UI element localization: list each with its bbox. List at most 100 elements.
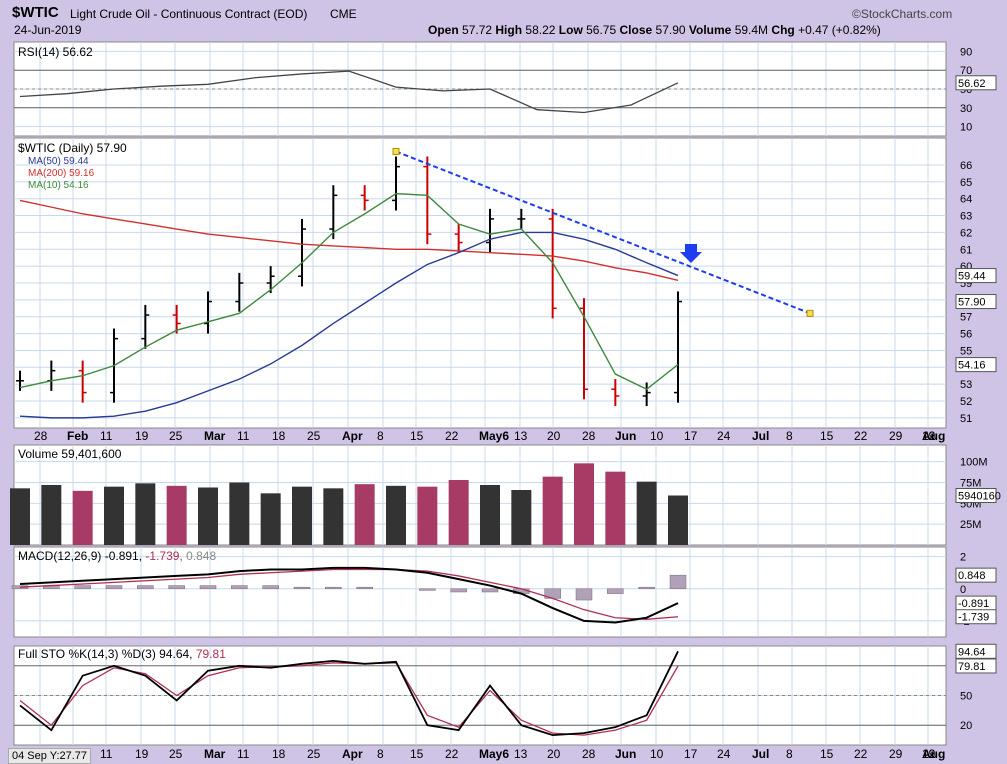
volume-bar xyxy=(292,486,312,545)
low-value: 56.75 xyxy=(586,23,617,37)
x-tick-label-bottom: 13 xyxy=(514,747,528,761)
macd-value-label: -0.891 xyxy=(958,598,989,610)
macd-signal-line xyxy=(19,568,679,620)
x-tick-label-bottom: Mar xyxy=(204,747,226,761)
legend-ma10: MA(10) 54.16 xyxy=(28,180,89,191)
price-tick-label: 65 xyxy=(960,177,972,189)
rsi-tick-label: 90 xyxy=(960,46,972,58)
volume-value: 59.4M xyxy=(734,23,769,37)
macd-histogram-bar xyxy=(575,588,593,601)
sto-k-label: 94.64 xyxy=(958,646,986,658)
volume-bar xyxy=(229,482,250,545)
x-tick-label-bottom: 28 xyxy=(582,747,596,761)
chg-label: Chg xyxy=(771,23,795,37)
volume-tick-label: 75M xyxy=(960,478,981,490)
volume-bar xyxy=(10,488,30,545)
macd-title-value: -0.891, xyxy=(105,549,146,563)
macd-histogram-bar xyxy=(74,585,91,590)
x-tick-label-bottom: 8 xyxy=(377,747,384,761)
x-tick-label-bottom: Apr xyxy=(342,747,363,761)
x-tick-label: 10 xyxy=(650,429,664,443)
volume-bar xyxy=(511,490,532,545)
down-arrow-icon xyxy=(680,244,702,263)
volume-bar xyxy=(574,463,594,545)
rsi-line xyxy=(19,70,679,114)
x-tick-label-bottom: 17 xyxy=(684,747,698,761)
macd-histogram-bar xyxy=(356,586,373,590)
chg-value: +0.47 (+0.82%) xyxy=(798,23,881,37)
volume-bar xyxy=(323,488,344,545)
price-tick-label: 61 xyxy=(960,244,972,256)
symbol-name: Light Crude Oil - Continuous Contract (E… xyxy=(70,7,308,21)
x-tick-label: 13 xyxy=(514,429,528,443)
volume-bar xyxy=(41,485,62,545)
ohlc-readout: Open 57.72 High 58.22 Low 56.75 Close 57… xyxy=(428,23,881,37)
sto-k-label-box xyxy=(955,643,997,659)
high-label: High xyxy=(495,23,523,37)
x-tick-label: 15 xyxy=(410,429,424,443)
volume-bar xyxy=(166,485,187,545)
volume-tick-label: 25M xyxy=(960,519,981,531)
x-tick-label-bottom: Jun xyxy=(615,747,636,761)
rsi-tick-label: 70 xyxy=(960,65,972,77)
rsi-value-label: 56.62 xyxy=(958,78,986,90)
rsi-value-label-box xyxy=(955,75,997,91)
rsi-tick-label: 10 xyxy=(960,122,972,134)
x-tick-label: Feb xyxy=(67,429,88,443)
volume-tick-label: 100M xyxy=(960,457,988,469)
rsi-title: RSI(14) 56.62 xyxy=(18,45,93,59)
chart-header: $WTIC Light Crude Oil - Continuous Contr… xyxy=(0,0,1007,40)
panel-3 xyxy=(13,546,947,638)
trendline xyxy=(395,150,811,315)
price-tick-label: 55 xyxy=(960,345,972,357)
low-label: Low xyxy=(558,23,583,37)
sto-tick-label: 50 xyxy=(960,691,972,703)
x-tick-label-bottom: 8 xyxy=(786,747,793,761)
macd-histogram-bar xyxy=(262,585,279,590)
macd-histogram-bar xyxy=(168,585,185,590)
x-tick-label: 18 xyxy=(272,429,286,443)
volume-bar xyxy=(354,484,375,545)
symbol-title: $WTIC xyxy=(12,4,59,21)
macd-histogram-bar xyxy=(325,586,342,590)
stockcharts-brand: ©StockCharts.com xyxy=(852,7,953,21)
x-tick-label-bottom: 11 xyxy=(100,747,113,761)
volume-bar xyxy=(668,495,688,545)
x-tick-label-bottom: Jul xyxy=(752,747,769,761)
close-value: 57.90 xyxy=(655,23,686,37)
volume-title: Volume 59,401,600 xyxy=(18,447,122,461)
x-tick-label-bottom: 15 xyxy=(410,747,424,761)
price-close-label: 57.90 xyxy=(958,297,986,309)
price-tick-label: 56 xyxy=(960,329,972,341)
macd-tick-label: 2 xyxy=(960,552,966,564)
sto-k-line xyxy=(19,650,679,737)
x-tick-label-bottom: 10 xyxy=(650,747,664,761)
x-tick-label: 11 xyxy=(100,429,113,443)
macd-line xyxy=(19,566,679,624)
x-tick-label: 25 xyxy=(169,429,183,443)
volume-bar xyxy=(448,480,469,545)
macd-histogram-bar xyxy=(638,586,655,590)
volume-bar xyxy=(104,486,124,545)
open-value: 57.72 xyxy=(462,23,493,37)
x-tick-label-bottom: 24 xyxy=(717,747,731,761)
x-tick-label: 24 xyxy=(717,429,731,443)
price-ma10-label: 54.16 xyxy=(958,360,986,372)
high-value: 58.22 xyxy=(525,23,556,37)
x-tick-label-bottom: 22 xyxy=(445,747,459,761)
sto-title-d: 79.81 xyxy=(196,647,226,661)
price-tick-label: 63 xyxy=(960,211,972,223)
sto-tick-label: 20 xyxy=(960,720,972,732)
x-tick-label: Mar xyxy=(204,429,226,443)
x-tick-label: 28 xyxy=(582,429,596,443)
macd-title-hist: 0.848 xyxy=(186,549,216,563)
price-tick-label: 57 xyxy=(960,312,972,324)
sto-d-label: 79.81 xyxy=(958,661,986,673)
trendline-anchor xyxy=(392,147,400,155)
macd-title: MACD(12,26,9) -0.891, -1.739, 0.848 xyxy=(18,549,216,563)
legend-ma200: MA(200) 59.16 xyxy=(28,168,95,179)
x-tick-label-bottom: 25 xyxy=(307,747,321,761)
x-tick-label: Apr xyxy=(342,429,363,443)
legend-ma50: MA(50) 59.44 xyxy=(28,156,89,167)
